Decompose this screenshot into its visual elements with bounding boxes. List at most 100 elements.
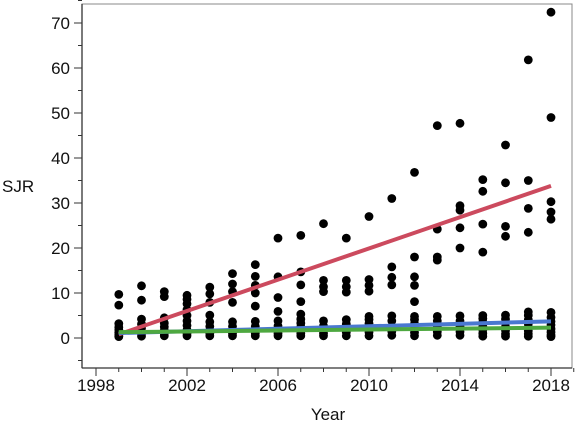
data-point (250, 272, 260, 281)
y-tick-label: 70 (51, 14, 70, 33)
y-tick-label: 20 (51, 239, 70, 258)
x-tick-label: 2002 (168, 376, 206, 395)
data-point (501, 331, 510, 341)
data-point (319, 276, 328, 285)
data-point (341, 331, 351, 341)
data-point (273, 307, 283, 316)
data-point (296, 331, 306, 341)
y-tick-label: 30 (51, 194, 70, 213)
data-point (296, 297, 306, 306)
data-point (159, 292, 169, 301)
data-point (114, 300, 124, 310)
data-point (250, 260, 260, 269)
x-tick-label: 2010 (350, 376, 388, 395)
data-point (455, 223, 465, 233)
data-point (410, 168, 419, 177)
data-point (273, 293, 283, 302)
data-point (205, 289, 215, 299)
data-point (228, 298, 237, 307)
data-point (205, 310, 215, 320)
data-point (114, 290, 124, 299)
data-point (455, 118, 465, 128)
data-point (205, 331, 215, 341)
data-point (387, 330, 397, 340)
fit-lines (118, 184, 552, 337)
data-point (455, 330, 465, 340)
data-point (546, 7, 556, 17)
ticks: 1998 2002 2006 2010 2014 2018 0 10 20 30 40 50 60 70 (51, 0, 575, 395)
y-tick-label: 40 (51, 149, 70, 168)
y-tick-label: 10 (51, 284, 70, 303)
data-point (387, 272, 397, 282)
data-point (455, 205, 465, 215)
y-tick-label: 50 (51, 104, 70, 123)
data-point (228, 279, 237, 289)
axes (81, 4, 572, 369)
y-tick-label: 60 (51, 59, 70, 78)
data-point (341, 287, 351, 297)
data-point (296, 280, 306, 290)
data-point (432, 330, 442, 340)
x-tick-label: 2006 (259, 376, 297, 395)
fit-line-red (118, 184, 552, 337)
data-point (546, 197, 556, 207)
data-point (137, 281, 146, 291)
data-point (501, 222, 510, 231)
data-point (546, 332, 556, 341)
data-point (182, 331, 192, 341)
data-point (228, 269, 237, 278)
data-point (137, 295, 146, 305)
data-point (546, 214, 556, 224)
data-point (410, 297, 419, 306)
data-point (364, 286, 374, 296)
data-point (501, 140, 510, 150)
data-point (523, 176, 533, 185)
data-point (228, 331, 237, 341)
data-point (341, 276, 351, 285)
data-point (410, 252, 419, 262)
data-point (364, 212, 374, 221)
x-tick-label: 1998 (77, 376, 115, 395)
data-point (478, 186, 488, 196)
data-point (387, 262, 397, 272)
data-point (546, 113, 556, 122)
data-point (273, 233, 283, 243)
data-point (250, 288, 260, 298)
fit-line-green (118, 325, 552, 335)
data-point (364, 331, 374, 341)
y-axis-title: SJR (2, 177, 34, 196)
data-point (410, 331, 419, 341)
plot-frame (81, 3, 573, 369)
x-axis-title: Year (311, 405, 346, 424)
data-point (501, 178, 510, 188)
data-point (478, 219, 488, 229)
data-point (455, 243, 465, 253)
y-tick-label: 0 (61, 329, 70, 348)
data-point (205, 282, 215, 292)
data-point (478, 247, 488, 257)
data-point (319, 331, 328, 341)
data-point (341, 233, 351, 243)
data-point (523, 55, 533, 65)
data-point (478, 331, 488, 341)
data-point (387, 194, 397, 203)
data-point (319, 287, 328, 296)
data-point (250, 331, 260, 341)
x-tick-label: 2018 (532, 376, 570, 395)
data-point (546, 207, 556, 217)
data-point (410, 281, 419, 290)
data-point (410, 272, 419, 282)
data-point (296, 231, 306, 240)
data-point (523, 331, 533, 341)
data-point (250, 301, 260, 311)
data-point (501, 231, 510, 241)
data-point (387, 280, 397, 290)
data-point (319, 219, 328, 229)
data-point (432, 121, 442, 130)
data-point (432, 255, 442, 265)
x-tick-label: 2014 (441, 376, 479, 395)
data-point (523, 204, 533, 213)
data-point (478, 175, 488, 185)
data-point (273, 331, 283, 341)
